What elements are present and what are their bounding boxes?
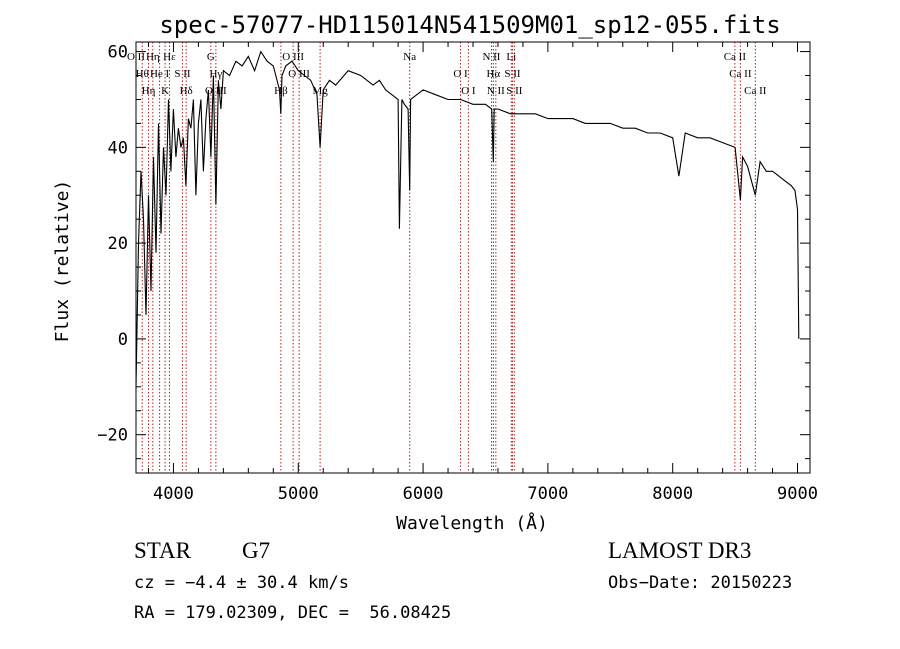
object-class: STAR [134,538,191,563]
line-marker-label: He I [150,68,170,80]
line-marker-label: N II [487,85,505,97]
coordinates: RA = 179.02309, DEC = 56.08425 [134,603,452,623]
line-marker-label: Hη [142,85,156,97]
line-marker-label: Ca II [729,68,752,80]
line-marker-label: G [207,51,215,63]
observation-date: Obs−Date: 20150223 [608,573,793,593]
y-axis-label: Flux (relative) [52,180,73,343]
x-tick-label: 7000 [527,484,568,504]
line-marker-label: O III [288,68,310,80]
line-marker-label: Hδ [180,85,193,97]
line-marker-label: Li [506,51,516,63]
line-marker-label: N II [482,51,500,63]
line-marker-label: Hγ [209,68,222,80]
redshift-velocity: cz = −4.4 ± 30.4 km/s [134,573,349,593]
plot-frame [135,41,811,474]
y-tick-label: −20 [97,426,128,446]
line-markers [135,42,756,473]
object-subclass: G7 [242,538,271,563]
y-tick-label: 40 [108,138,128,158]
x-tick-label: 9000 [777,484,818,504]
line-marker-label: O I [453,68,468,80]
line-marker-label: K [161,85,169,97]
line-marker-label: Hθ [136,68,149,80]
line-marker-label: S II [506,85,523,97]
line-marker-label: S II [174,68,191,80]
line-marker-label: Na [403,51,416,63]
line-marker-label: Ca II [744,85,767,97]
line-marker-label: Hε [163,51,176,63]
line-marker-label: Hη [146,51,160,63]
y-tick-label: 0 [118,330,128,350]
line-marker-label: O I [461,85,476,97]
axes: 4000 5000 6000 7000 8000 9000 −20 0 20 40 60 [97,42,818,504]
y-tick-label: 20 [108,234,128,254]
y-tick-label: 60 [108,43,128,63]
x-tick-label: 8000 [652,484,693,504]
chart-title: spec-57077-HD115014N541509M01_sp12-055.f… [159,11,780,39]
line-marker-label: S II [504,68,521,80]
x-tick-label: 6000 [403,484,444,504]
x-tick-label: 5000 [278,484,319,504]
spectrum-series-line [135,50,800,387]
line-marker-label: Hα [486,68,500,80]
x-axis-label: Wavelength (Å) [396,512,548,534]
line-marker-label: Ca II [724,51,747,63]
survey-release: LAMOST DR3 [608,538,752,563]
x-tick-label: 4000 [153,484,194,504]
line-marker-label: O III [282,51,304,63]
